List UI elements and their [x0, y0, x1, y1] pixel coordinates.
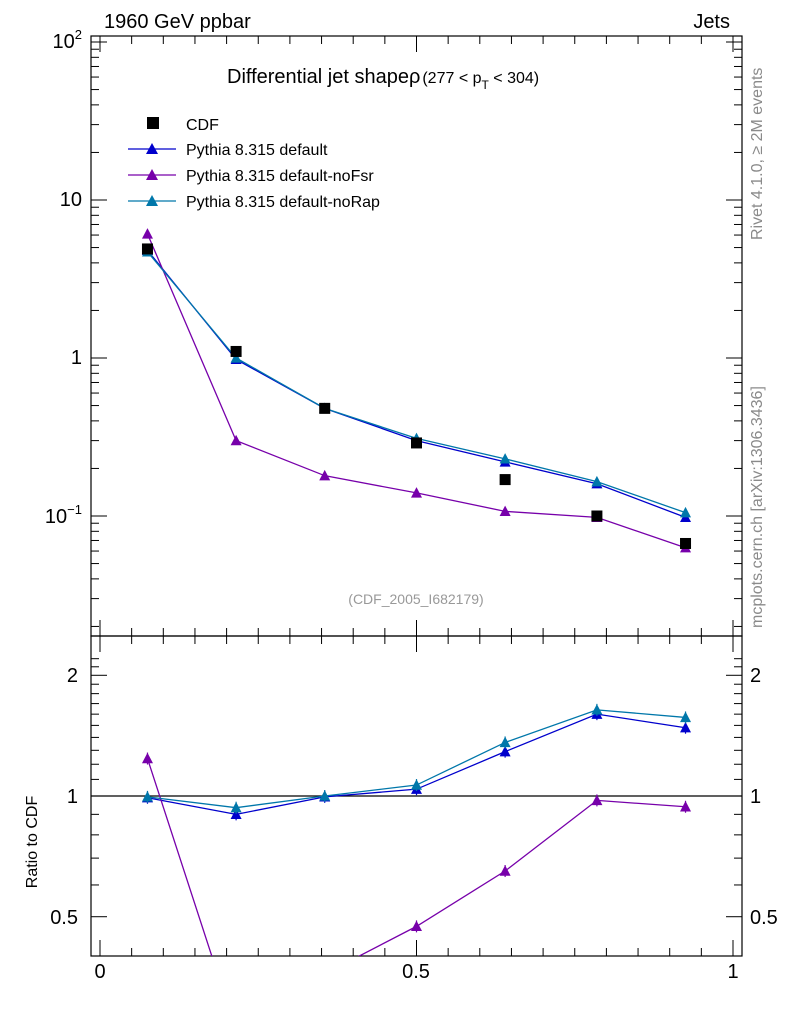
ratio-point-pythia-8-315-default-norap-1	[230, 801, 242, 813]
ratio-point-pythia-8-315-default-nofsr-6	[680, 801, 692, 812]
main-series-layer	[141, 228, 692, 553]
xtick-labels: 0 0.5 1	[94, 961, 738, 983]
point-pythia-8-315-default-norap-5	[591, 475, 603, 487]
header-right: Jets	[693, 11, 730, 33]
title-range-sub: T	[482, 78, 490, 92]
plot-title: Differential jet shapeρ (277 < pT < 304)	[227, 66, 539, 92]
ratio-line-pythia-8-315-default-nofsr	[146, 758, 686, 956]
ratio-point-pythia-8-315-default-4	[499, 745, 511, 757]
ratio-point-pythia-8-315-default-norap-6	[680, 711, 692, 723]
legend-marker-norap	[146, 195, 158, 206]
legend: CDF Pythia 8.315 default Pythia 8.315 de…	[128, 117, 380, 211]
point-cdf-2	[319, 402, 331, 414]
ratio-point-pythia-8-315-default-nofsr-0	[141, 752, 153, 764]
ratio-ytick-label-1-left: 1	[67, 786, 78, 808]
xtick-label-0.5: 0.5	[402, 961, 430, 983]
point-pythia-8-315-default-nofsr-0	[141, 228, 153, 239]
ratio-ytick-label-0.5-left: 0.5	[50, 907, 78, 929]
svg-text:Differential jet shapeρ(277 <: Differential jet shapeρ (277 < pT < 304)	[227, 66, 539, 92]
ratio-point-pythia-8-315-default-nofsr-4	[499, 865, 511, 876]
rivet-label: Rivet 4.1.0, ≥ 2M events	[749, 68, 766, 240]
point-cdf-4	[499, 474, 511, 486]
ytick-label-0.1: 10−1	[45, 502, 82, 528]
point-pythia-8-315-default-norap-4	[499, 453, 511, 464]
ratio-ytick-label-2-right: 2	[750, 665, 761, 687]
ytick-label-100: 102	[53, 27, 82, 53]
point-cdf-3	[411, 437, 422, 449]
title-range-pre: (277 < p	[422, 70, 481, 87]
point-pythia-8-315-default-norap-1	[230, 352, 242, 363]
ratio-series-layer	[141, 703, 692, 978]
ratio-point-pythia-8-315-default-nofsr-5	[591, 794, 603, 806]
ratio-point-pythia-8-315-default-norap-3	[411, 779, 422, 790]
ratio-ytick-labels: 2 1 0.5 2 1 0.5	[50, 665, 778, 929]
legend-label-cdf: CDF	[186, 117, 219, 134]
point-pythia-8-315-default-nofsr-4	[499, 505, 511, 517]
legend-label-default: Pythia 8.315 default	[186, 142, 328, 159]
header-left: 1960 GeV ppbar	[104, 11, 251, 33]
xtick-label-0: 0	[94, 961, 105, 983]
ratio-point-pythia-8-315-default-1	[230, 808, 242, 820]
ratio-ylabel: Ratio to CDF	[24, 796, 41, 889]
main-ytick-labels: 10−1 1 10 102	[45, 27, 82, 528]
series-line-pythia-8-315-default	[146, 249, 686, 518]
legend-marker-nofsr	[146, 169, 158, 180]
analysis-watermark: (CDF_2005_I682179)	[348, 591, 483, 607]
legend-label-nofsr: Pythia 8.315 default-noFsr	[186, 168, 374, 185]
ratio-point-pythia-8-315-default-nofsr-2	[319, 968, 330, 978]
title-main: Differential jet shapeρ	[227, 66, 420, 88]
series-line-pythia-8-315-default-nofsr	[146, 233, 686, 549]
ratio-point-pythia-8-315-default-norap-5	[591, 704, 603, 715]
legend-marker-cdf	[147, 117, 159, 129]
ytick-label-10: 10	[60, 189, 82, 211]
series-line-pythia-8-315-default-norap	[146, 251, 686, 514]
title-range-post: < 304)	[489, 70, 539, 87]
point-cdf-1	[230, 345, 242, 357]
ratio-ytick-label-1-right: 1	[750, 786, 761, 808]
point-pythia-8-315-default-nofsr-1	[230, 434, 242, 446]
ytick-label-1: 1	[71, 347, 82, 369]
legend-marker-default	[146, 143, 158, 154]
ratio-point-pythia-8-315-default-6	[680, 721, 692, 733]
point-cdf-5	[591, 510, 603, 522]
axis-ticks	[91, 36, 742, 956]
point-pythia-8-315-default-nofsr-2	[319, 469, 331, 481]
xtick-label-1: 1	[727, 961, 738, 983]
legend-label-norap: Pythia 8.315 default-noRap	[186, 194, 380, 211]
ratio-point-pythia-8-315-default-norap-4	[499, 736, 511, 748]
ratio-point-pythia-8-315-default-nofsr-3	[411, 920, 422, 932]
point-pythia-8-315-default-nofsr-3	[411, 487, 422, 498]
ratio-point-pythia-8-315-default-norap-2	[319, 790, 331, 801]
ratio-ytick-label-0.5-right: 0.5	[750, 907, 778, 929]
ratio-ytick-label-2-left: 2	[67, 665, 78, 687]
point-pythia-8-315-default-norap-6	[680, 506, 692, 518]
mcplots-label: mcplots.cern.ch [arXiv:1306.3436]	[749, 386, 766, 628]
ratio-line-pythia-8-315-default	[147, 713, 686, 816]
point-cdf-0	[141, 243, 153, 255]
point-cdf-6	[680, 537, 692, 549]
ratio-point-pythia-8-315-default-norap-0	[141, 791, 153, 802]
